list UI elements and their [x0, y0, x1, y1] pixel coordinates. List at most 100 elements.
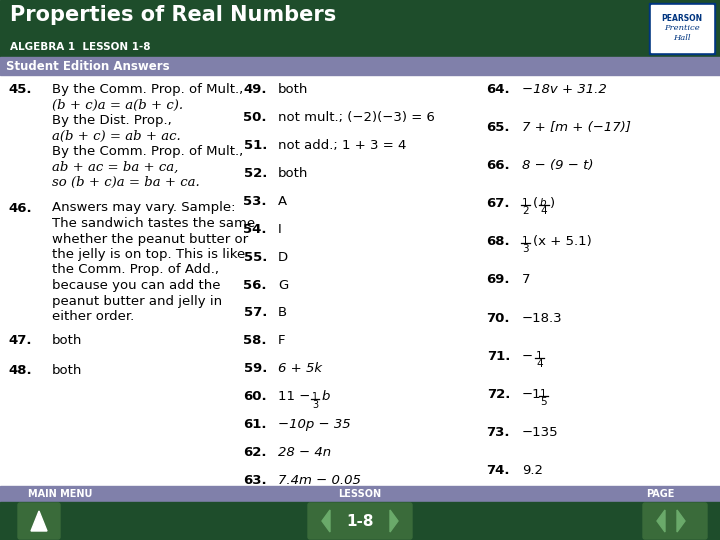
Text: 3: 3: [312, 400, 318, 410]
Text: ab + ac = ba + ca,: ab + ac = ba + ca,: [52, 160, 179, 173]
Text: By the Dist. Prop.,: By the Dist. Prop.,: [52, 114, 172, 127]
Text: Answers may vary. Sample:: Answers may vary. Sample:: [52, 201, 235, 214]
Text: 5: 5: [540, 397, 546, 407]
Text: 68.: 68.: [487, 235, 510, 248]
Text: both: both: [278, 167, 308, 180]
Text: 1-8: 1-8: [346, 514, 374, 529]
Text: 63.: 63.: [243, 474, 267, 487]
Text: 47.: 47.: [9, 334, 32, 347]
Text: 50.: 50.: [243, 111, 267, 124]
Text: 65.: 65.: [487, 121, 510, 134]
Text: 6 + 5k: 6 + 5k: [278, 362, 322, 375]
Text: 66.: 66.: [487, 159, 510, 172]
Text: PEARSON: PEARSON: [662, 14, 703, 23]
Text: 62.: 62.: [243, 446, 267, 459]
Text: G: G: [278, 279, 288, 292]
Text: both: both: [278, 83, 308, 96]
Text: 54.: 54.: [243, 222, 267, 235]
Bar: [651, 5, 713, 52]
Text: Properties of Real Numbers: Properties of Real Numbers: [10, 5, 336, 25]
Text: 2: 2: [522, 206, 528, 217]
Text: −18.3: −18.3: [522, 312, 562, 325]
Text: 4: 4: [540, 206, 546, 217]
Text: F: F: [278, 334, 286, 347]
Bar: [0, 75, 720, 502]
Text: Hall: Hall: [673, 35, 690, 43]
Text: 59.: 59.: [243, 362, 267, 375]
Polygon shape: [677, 510, 685, 532]
Text: the jelly is on top. This is like: the jelly is on top. This is like: [52, 248, 246, 261]
Text: −: −: [522, 349, 533, 363]
Text: 74.: 74.: [487, 464, 510, 477]
Text: a(b + c) = ab + ac.: a(b + c) = ab + ac.: [52, 130, 181, 143]
Text: 4: 4: [536, 359, 543, 369]
FancyBboxPatch shape: [18, 503, 60, 539]
Text: 1: 1: [536, 350, 543, 361]
Text: D: D: [278, 251, 288, 264]
Text: −18v + 31.2: −18v + 31.2: [522, 83, 607, 96]
Text: 73.: 73.: [487, 426, 510, 439]
Text: 7.4m − 0.05: 7.4m − 0.05: [278, 474, 361, 487]
Text: whether the peanut butter or: whether the peanut butter or: [52, 233, 248, 246]
Text: both: both: [52, 364, 82, 377]
Text: I: I: [278, 222, 282, 235]
Polygon shape: [31, 511, 47, 531]
Text: the Comm. Prop. of Add.,: the Comm. Prop. of Add.,: [52, 264, 219, 276]
Text: ): ): [550, 197, 555, 210]
Text: (: (: [533, 197, 538, 210]
Text: 11 −: 11 −: [278, 390, 315, 403]
Text: The sandwich tastes the same: The sandwich tastes the same: [52, 217, 255, 230]
Text: −1: −1: [522, 388, 541, 401]
Text: 71.: 71.: [487, 349, 510, 363]
Polygon shape: [322, 510, 330, 532]
Text: 1: 1: [540, 389, 546, 399]
Text: By the Comm. Prop. of Mult.,: By the Comm. Prop. of Mult.,: [52, 83, 243, 96]
Text: 8 − (9 − t): 8 − (9 − t): [522, 159, 593, 172]
Text: 60.: 60.: [243, 390, 267, 403]
Text: 69.: 69.: [487, 273, 510, 286]
Text: MAIN MENU: MAIN MENU: [28, 489, 92, 499]
Text: 9.2: 9.2: [522, 464, 543, 477]
FancyBboxPatch shape: [308, 503, 412, 539]
Text: −135: −135: [522, 426, 559, 439]
Text: 58.: 58.: [243, 334, 267, 347]
Text: peanut butter and jelly in: peanut butter and jelly in: [52, 294, 222, 307]
Text: 48.: 48.: [9, 364, 32, 377]
Bar: [0, 486, 720, 502]
Text: 56.: 56.: [243, 279, 267, 292]
Text: 7 + [m + (−17)]: 7 + [m + (−17)]: [522, 121, 631, 134]
Text: PAGE: PAGE: [646, 489, 674, 499]
Text: ALGEBRA 1  LESSON 1-8: ALGEBRA 1 LESSON 1-8: [10, 42, 150, 52]
Text: because you can add the: because you can add the: [52, 279, 220, 292]
Text: 72.: 72.: [487, 388, 510, 401]
Text: (b + c)a = a(b + c).: (b + c)a = a(b + c).: [52, 98, 183, 111]
Text: 7: 7: [522, 273, 531, 286]
Bar: [0, 57, 720, 75]
Bar: [0, 502, 720, 540]
Text: not add.; 1 + 3 = 4: not add.; 1 + 3 = 4: [278, 139, 406, 152]
Text: 51.: 51.: [243, 139, 267, 152]
Text: 45.: 45.: [9, 83, 32, 96]
Text: 46.: 46.: [9, 201, 32, 214]
Text: 1: 1: [312, 392, 318, 402]
Text: 52.: 52.: [243, 167, 267, 180]
Text: Prentice: Prentice: [664, 24, 700, 32]
Text: 49.: 49.: [243, 83, 267, 96]
Bar: [0, 0, 720, 57]
Text: so (b + c)a = ba + ca.: so (b + c)a = ba + ca.: [52, 176, 199, 189]
Text: 3: 3: [522, 245, 528, 254]
Text: b: b: [322, 390, 330, 403]
Text: not mult.; (−2)(−3) = 6: not mult.; (−2)(−3) = 6: [278, 111, 435, 124]
Text: 61.: 61.: [243, 418, 267, 431]
Text: 70.: 70.: [487, 312, 510, 325]
Text: −10p − 35: −10p − 35: [278, 418, 351, 431]
Text: Student Edition Answers: Student Edition Answers: [6, 59, 170, 72]
Polygon shape: [390, 510, 398, 532]
Text: either order.: either order.: [52, 310, 134, 323]
Bar: [649, 3, 715, 54]
Text: both: both: [52, 334, 82, 347]
Text: A: A: [278, 195, 287, 208]
Text: 55.: 55.: [243, 251, 267, 264]
Text: 53.: 53.: [243, 195, 267, 208]
Text: By the Comm. Prop. of Mult.,: By the Comm. Prop. of Mult.,: [52, 145, 243, 158]
